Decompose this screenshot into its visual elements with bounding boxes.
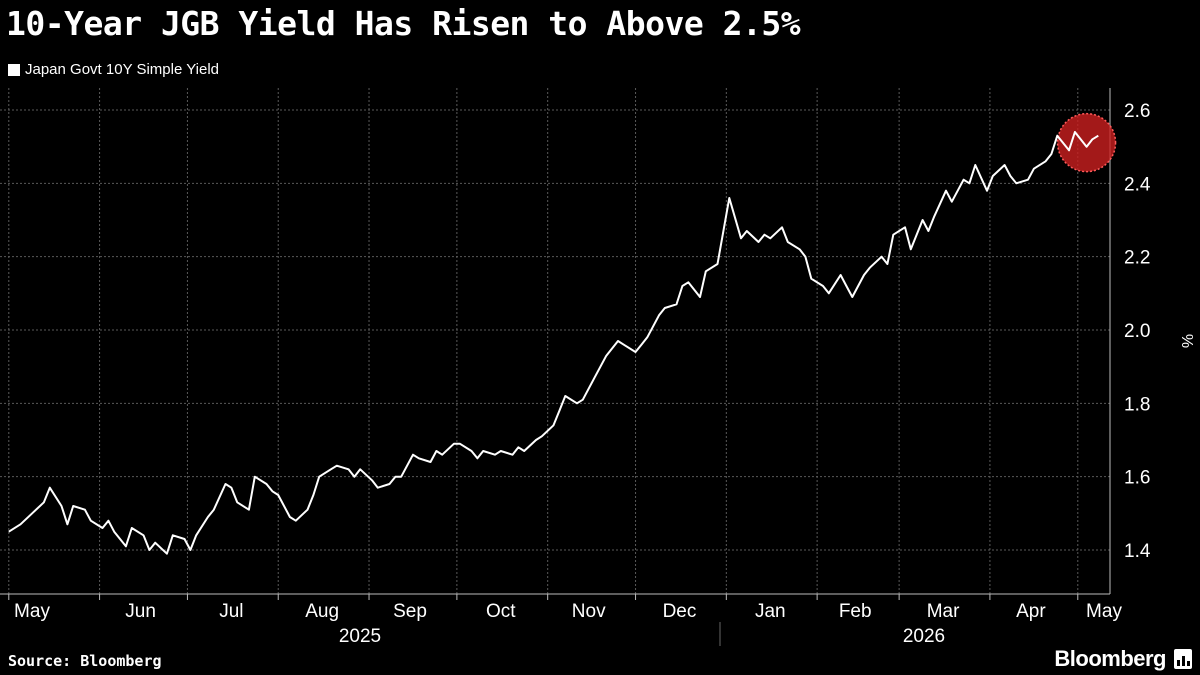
x-tick-label: Feb — [839, 601, 872, 622]
year-label: 2026 — [903, 626, 945, 647]
chart-title: 10-Year JGB Yield Has Risen to Above 2.5… — [6, 4, 801, 43]
y-tick-label: 1.8 — [1124, 394, 1150, 415]
legend: Japan Govt 10Y Simple Yield — [8, 61, 219, 78]
source-note: Source: Bloomberg — [8, 652, 162, 670]
y-tick-label: 2.2 — [1124, 248, 1150, 269]
x-tick-label: Jul — [219, 601, 243, 622]
x-tick-label: Aug — [305, 601, 339, 622]
x-tick-label: Dec — [663, 601, 697, 622]
y-tick-label: 1.4 — [1124, 541, 1151, 562]
highlight-circle — [1056, 112, 1117, 173]
x-tick-label: Oct — [486, 601, 516, 622]
x-tick-label: Jun — [125, 601, 156, 622]
x-tick-label: Sep — [393, 601, 427, 622]
series-line — [8, 131, 1099, 555]
legend-swatch — [8, 63, 20, 76]
x-tick-label: Mar — [927, 601, 960, 622]
y-tick-label: 2.6 — [1124, 101, 1150, 122]
x-tick-label: Nov — [572, 601, 606, 622]
bloomberg-chart-icon — [1174, 649, 1192, 669]
bloomberg-logo: Bloomberg — [1054, 646, 1166, 671]
x-tick-label: May — [14, 601, 50, 622]
y-tick-label: 2.4 — [1124, 174, 1151, 195]
y-tick-label: 2.0 — [1124, 321, 1150, 342]
x-tick-label: Jan — [755, 601, 786, 622]
y-tick-label: 1.6 — [1124, 468, 1150, 489]
y-axis-unit-label: % — [1178, 334, 1195, 348]
legend-label: Japan Govt 10Y Simple Yield — [25, 61, 220, 78]
year-label: 2025 — [339, 626, 381, 647]
x-tick-label: Apr — [1016, 601, 1046, 622]
x-tick-label: May — [1086, 601, 1122, 622]
